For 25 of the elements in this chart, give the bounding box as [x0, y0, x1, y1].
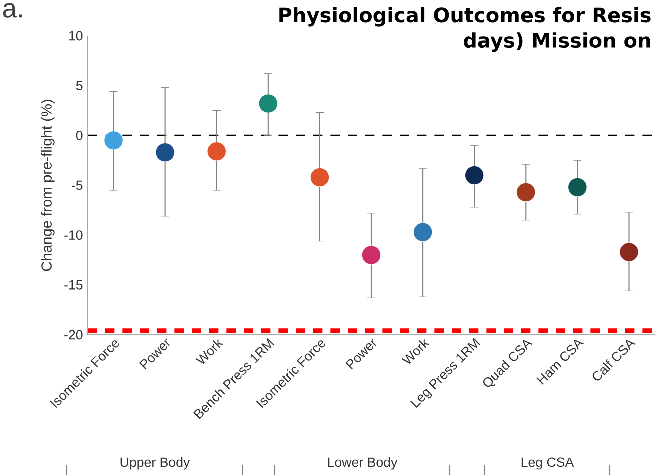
point [568, 178, 588, 198]
point [258, 94, 278, 114]
point [620, 242, 639, 262]
y-tick-label: -5 [72, 180, 83, 190]
y-tick-label: -15 [64, 280, 83, 290]
y-axis-title: Change from pre-flight (%) [41, 100, 55, 272]
point [310, 168, 330, 188]
chart-subtitle: days) Mission on [464, 32, 650, 52]
text: a. [3, 3, 22, 18]
point [516, 182, 536, 202]
text: Upper Body [120, 457, 190, 470]
point [414, 222, 433, 242]
y-tick-label: -20 [64, 330, 83, 340]
y-tick-label: 5 [76, 81, 83, 90]
text: Lower Body [328, 457, 398, 470]
point [362, 246, 382, 265]
y-tick-label: -10 [64, 230, 83, 240]
chart-title: Physiological Outcomes for Resis [280, 7, 651, 27]
text: Leg CSA [522, 458, 574, 470]
point [156, 143, 175, 162]
y-tick-label: 0 [76, 130, 83, 140]
y-tick-label: 10 [69, 31, 83, 41]
point [207, 142, 226, 162]
point [465, 166, 484, 186]
point [104, 131, 124, 150]
